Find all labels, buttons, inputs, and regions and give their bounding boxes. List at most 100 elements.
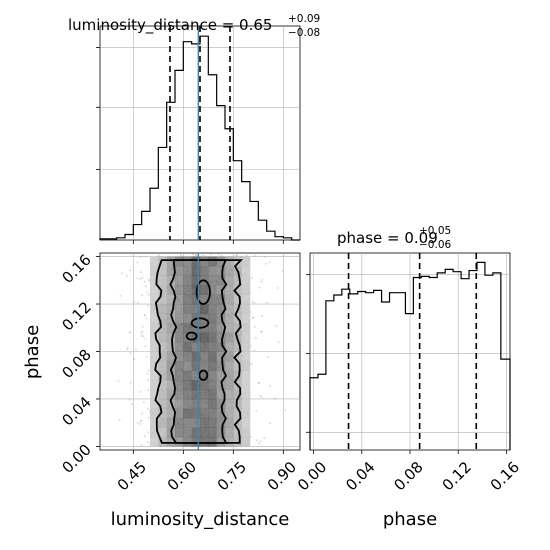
density-cell	[208, 304, 217, 314]
density-cell	[233, 408, 242, 419]
sample-point	[129, 331, 132, 334]
y-axis-phase-tick-label-1: 0.04	[58, 393, 94, 429]
title-luminosity-distance-minus: −0.08	[288, 27, 320, 39]
density-cell	[241, 323, 251, 333]
sample-point	[201, 254, 204, 257]
density-cell	[166, 408, 176, 419]
density-cell	[208, 313, 217, 324]
density-cell	[225, 294, 234, 305]
density-cell	[241, 275, 251, 286]
density-cell	[191, 418, 201, 428]
density-cell	[216, 256, 226, 267]
density-cell	[150, 351, 159, 362]
sample-point	[141, 325, 144, 328]
density-cell	[241, 361, 251, 371]
sample-point	[145, 317, 148, 320]
density-cell	[166, 351, 176, 362]
density-cell	[166, 304, 176, 314]
density-cell	[200, 256, 209, 267]
density-cell	[166, 436, 176, 447]
density-cell	[150, 380, 159, 390]
density-cell	[225, 332, 234, 343]
density-cell	[233, 361, 242, 371]
density-cell	[183, 361, 192, 371]
density-cell	[233, 275, 242, 286]
sample-point	[141, 330, 144, 333]
density-cell	[175, 256, 184, 267]
sample-point	[133, 358, 136, 360]
sample-point	[146, 407, 149, 410]
density-cell	[175, 399, 184, 409]
density-cell	[166, 361, 176, 371]
density-cell	[241, 399, 251, 409]
density-cell	[175, 275, 184, 286]
sample-point	[245, 254, 248, 257]
sample-point	[261, 278, 264, 281]
sample-point	[192, 253, 195, 256]
sample-point	[257, 381, 260, 384]
sample-point	[142, 335, 145, 338]
sample-point	[263, 437, 266, 440]
sample-point	[258, 394, 261, 397]
density-cell	[158, 342, 167, 352]
density-cell	[233, 294, 242, 305]
density-cell	[241, 313, 251, 324]
density-cell	[225, 275, 234, 286]
density-cell	[175, 342, 184, 352]
density-cell	[191, 380, 201, 390]
density-cell	[166, 323, 176, 333]
density-cell	[183, 323, 192, 333]
density-cell	[191, 256, 201, 267]
x-axis-label-phase: phase	[383, 509, 437, 530]
density-cell	[225, 256, 234, 267]
sample-point	[268, 422, 271, 425]
density-cell	[183, 304, 192, 314]
x-axis-luminosity-distance-tick-label-2: 0.75	[214, 458, 250, 494]
density-cell	[216, 389, 226, 400]
density-cell	[208, 361, 217, 371]
density-cell	[200, 351, 209, 362]
title-luminosity-distance-plus: +0.09	[288, 13, 320, 25]
sample-point	[125, 274, 128, 277]
density-cell	[208, 351, 217, 362]
sample-point	[268, 261, 271, 264]
sample-point	[220, 254, 223, 257]
sample-point	[265, 301, 268, 304]
density-cell	[208, 436, 217, 447]
density-cell	[183, 351, 192, 362]
density-cell	[191, 266, 201, 276]
density-cell	[150, 436, 159, 447]
density-cell	[216, 427, 226, 438]
density-cell	[175, 323, 184, 333]
sample-point	[129, 269, 132, 272]
density-cell	[241, 427, 251, 438]
contour-middle	[169, 259, 228, 444]
sample-point	[140, 271, 143, 274]
density-cell	[150, 285, 159, 295]
sample-point	[147, 431, 149, 434]
contour-inner-2	[185, 331, 198, 341]
sample-point	[143, 435, 146, 438]
density-cell	[175, 285, 184, 295]
sample-point	[144, 345, 147, 348]
density-cell	[200, 294, 209, 305]
sample-point	[129, 331, 132, 334]
density-cell	[183, 285, 192, 295]
density-cell	[175, 418, 184, 428]
density-cell	[241, 342, 251, 352]
contour-inner-0	[195, 279, 211, 305]
density-cell	[225, 351, 234, 362]
density-cell	[158, 399, 167, 409]
density-cell	[241, 256, 251, 267]
density-cell	[216, 408, 226, 419]
sample-point	[128, 398, 131, 401]
sample-point	[118, 419, 121, 422]
density-cell	[191, 436, 201, 447]
density-cell	[200, 399, 209, 409]
sample-point	[253, 301, 256, 304]
density-cell	[166, 332, 176, 343]
density-cell	[158, 418, 167, 428]
sample-point	[281, 270, 284, 272]
density-cell	[158, 380, 167, 390]
sample-point	[140, 335, 143, 337]
